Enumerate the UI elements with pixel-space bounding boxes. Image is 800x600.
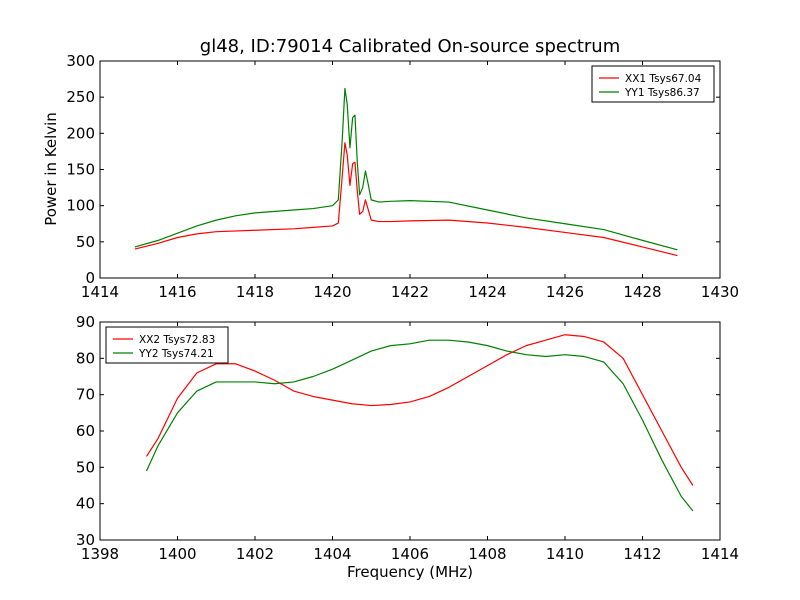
x-tick-label: 1416 (158, 283, 196, 301)
x-tick-label: 1424 (468, 283, 506, 301)
legend: XX2 Tsys72.83 YY2 Tsys74.21 (105, 326, 229, 364)
y-tick-label: 90 (76, 313, 95, 331)
y-tick-label: 100 (66, 197, 95, 215)
x-tick-label: 1398 (81, 545, 119, 563)
y-tick-label: 50 (76, 233, 95, 251)
x-tick-label: 1426 (546, 283, 584, 301)
x-tick-label: 1412 (623, 545, 661, 563)
x-tick-label: 1414 (701, 545, 739, 563)
y-tick-label: 40 (76, 495, 95, 513)
legend-entry-label: YY1 Tsys86.37 (624, 87, 700, 99)
x-tick-label: 1420 (313, 283, 351, 301)
series-line-2 (134, 87, 678, 251)
y-tick-label: 0 (85, 269, 95, 287)
legend-box (591, 65, 715, 103)
y-tick-label: 150 (66, 161, 95, 179)
x-tick-label: 1408 (468, 545, 506, 563)
top-panel: 1414 1416 1418 1420 1422 1424 1426 1428 1430 0 50 1… (66, 52, 739, 301)
x-tick-label: 1410 (546, 545, 584, 563)
chart-title: gl48, ID:79014 Calibrated On-source spec… (200, 36, 620, 57)
legend: XX1 Tsys67.04 YY1 Tsys86.37 (591, 65, 715, 103)
y-tick-label: 300 (66, 52, 95, 70)
y-tick-label: 250 (66, 88, 95, 106)
bottom-x-axis-label: Frequency (MHz) (347, 563, 473, 581)
series-line-1 (134, 142, 678, 257)
y-tick-label: 70 (76, 386, 95, 404)
legend-entry-label: XX2 Tsys72.83 (139, 334, 215, 346)
legend-entry-label: XX1 Tsys67.04 (625, 73, 702, 85)
x-tick-label: 1430 (701, 283, 739, 301)
series-line-2 (145, 339, 694, 512)
x-tick-label: 1402 (236, 545, 274, 563)
x-tick-label: 1418 (236, 283, 274, 301)
x-tick-label: 1406 (391, 545, 429, 563)
x-tick-label: 1428 (623, 283, 661, 301)
series-line-1 (145, 334, 694, 486)
legend-box (105, 326, 229, 364)
y-tick-label: 80 (76, 349, 95, 367)
y-tick-label: 200 (66, 124, 95, 142)
y-tick-label: 60 (76, 422, 95, 440)
legend-entry-label: YY2 Tsys74.21 (138, 348, 214, 360)
top-y-axis-label: Power in Kelvin (42, 112, 60, 226)
x-tick-label: 1414 (81, 283, 119, 301)
x-tick-label: 1404 (313, 545, 351, 563)
x-tick-label: 1422 (391, 283, 429, 301)
y-tick-label: 50 (76, 458, 95, 476)
bottom-panel: 1398 1400 1402 1404 1406 1408 1410 1412 1414 30 40… (76, 313, 739, 563)
x-tick-label: 1400 (158, 545, 196, 563)
y-tick-label: 30 (76, 531, 95, 549)
